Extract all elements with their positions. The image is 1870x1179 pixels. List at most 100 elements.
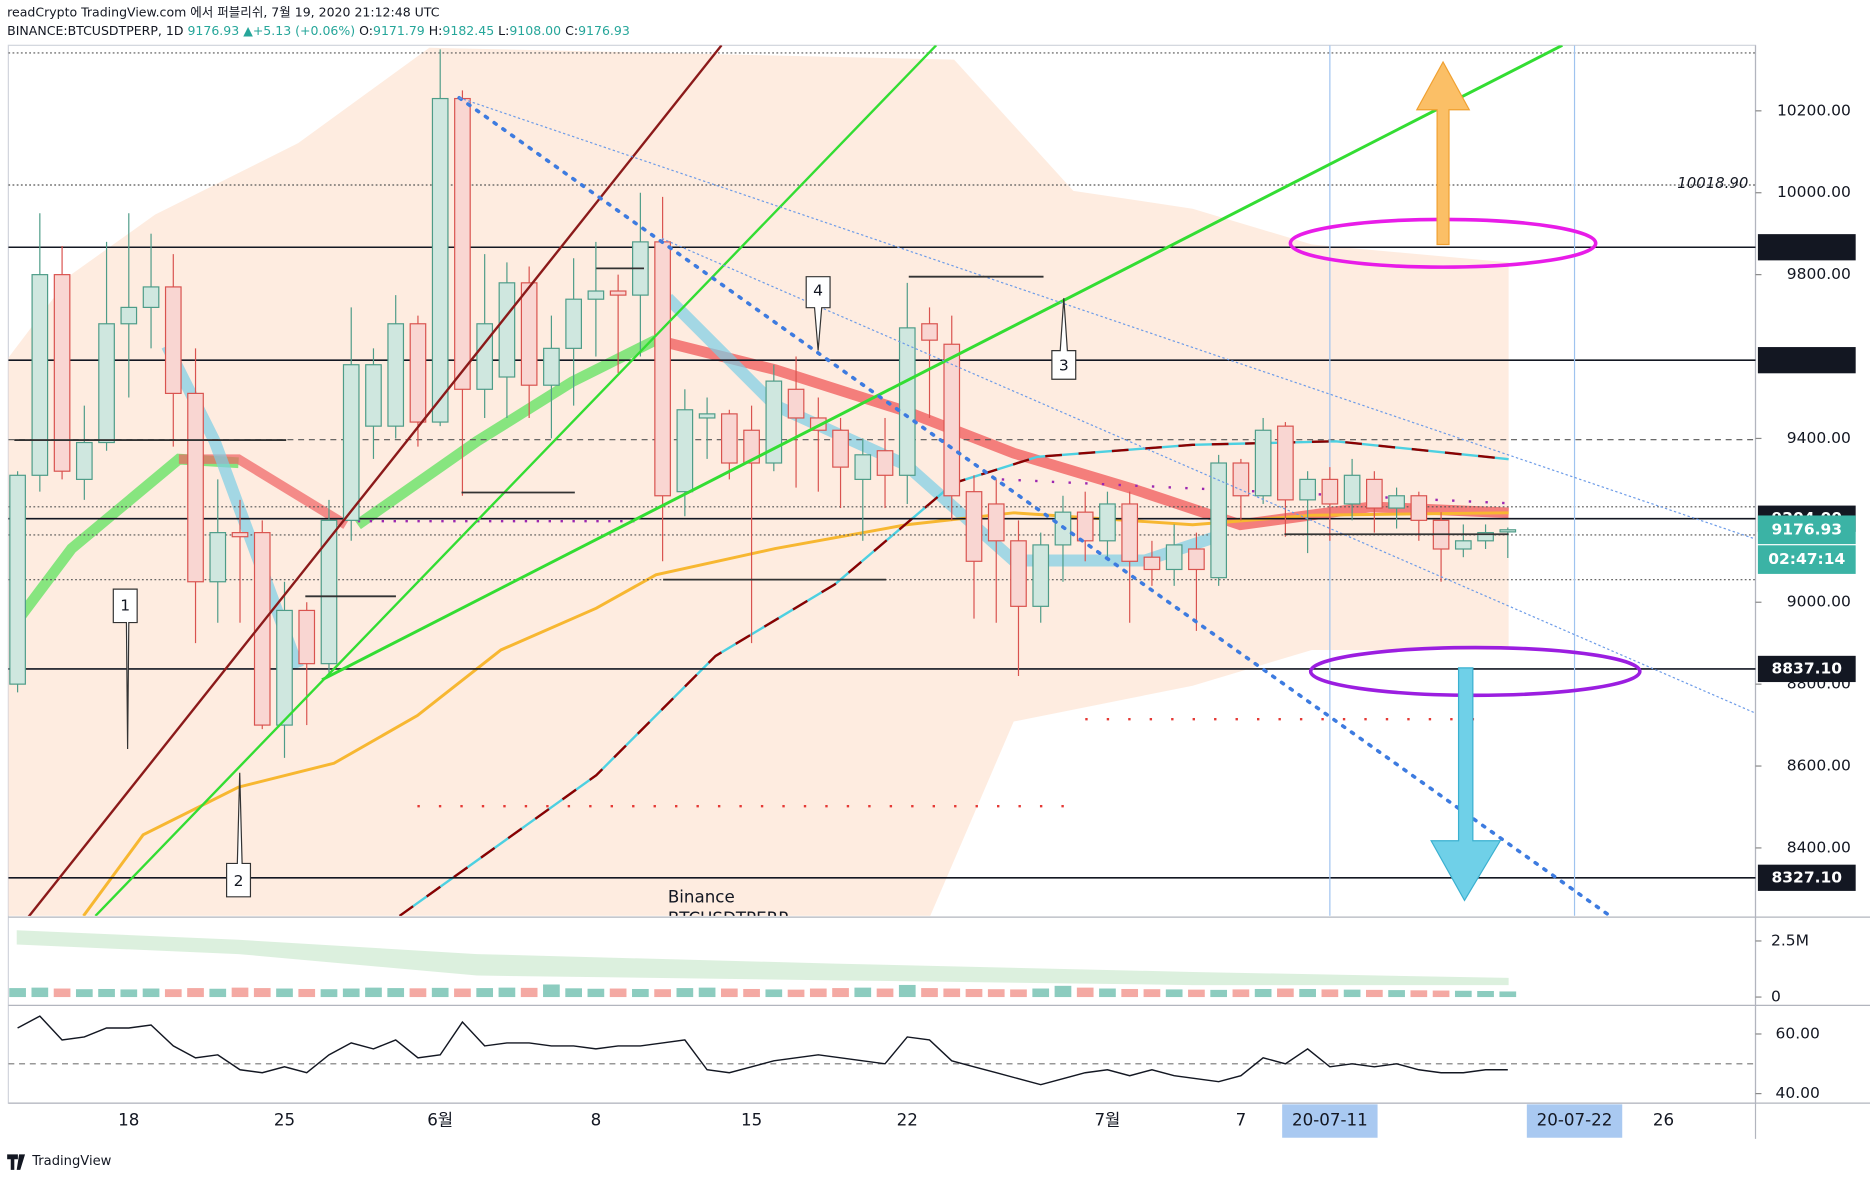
volume-bar xyxy=(1254,988,1272,998)
candle-body xyxy=(1454,540,1472,550)
highlight-ellipse xyxy=(1308,645,1642,698)
candle-body xyxy=(409,323,427,423)
band xyxy=(663,293,1219,567)
candle-body xyxy=(31,274,49,476)
volume-bar xyxy=(832,988,849,998)
x-tick-label: 26 xyxy=(1653,1111,1674,1130)
volume-bar xyxy=(1343,989,1361,998)
candle-body xyxy=(342,364,360,521)
volume-bar xyxy=(743,988,760,998)
candle-body xyxy=(431,97,449,423)
volume-bar xyxy=(53,988,71,998)
candle-body xyxy=(543,347,560,386)
volume-bar xyxy=(1366,989,1383,998)
volume xyxy=(9,984,1517,998)
last: 9176.93 xyxy=(187,23,239,38)
candle-body xyxy=(1010,540,1027,607)
h-value: 9182.45 xyxy=(442,23,494,38)
volume-bar xyxy=(298,988,316,998)
candle-body xyxy=(1232,462,1250,497)
candle-body xyxy=(142,286,160,308)
y-tick-label: 0 xyxy=(1771,988,1781,1006)
candle-body xyxy=(1321,478,1339,505)
header-line1: readCrypto TradingView.com 에서 퍼블리쉬, 7월 1… xyxy=(7,5,440,20)
volume-bar xyxy=(342,988,360,998)
volume-bar xyxy=(1232,989,1250,998)
volume-bar xyxy=(565,988,582,998)
candle-body xyxy=(187,392,204,583)
footer: TradingView xyxy=(7,1154,112,1170)
volume-bar xyxy=(9,988,26,998)
volume-bar xyxy=(965,988,983,998)
x-tick-label: 20-07-11 xyxy=(1292,1111,1368,1130)
volume-bar xyxy=(632,988,649,998)
candle-body xyxy=(943,343,961,497)
volume-bar xyxy=(698,987,716,998)
candle-body xyxy=(53,274,71,472)
candle-body xyxy=(476,323,494,390)
volume-bar xyxy=(387,988,405,998)
x-tick-label: 15 xyxy=(741,1111,762,1130)
level-box xyxy=(1757,234,1856,261)
change: ▲+5.13 (+0.06%) xyxy=(243,23,355,38)
volume-bar xyxy=(1076,987,1094,998)
candle-body xyxy=(965,491,983,562)
candle-body xyxy=(765,380,783,464)
callout-label: 3 xyxy=(1059,357,1069,375)
l-label: L: xyxy=(498,23,509,38)
volume-bar xyxy=(409,988,427,998)
y-tick-label: 8400.00 xyxy=(1787,838,1851,856)
candle-body xyxy=(1210,462,1228,579)
candle-body xyxy=(609,290,627,296)
volume-bar xyxy=(787,989,805,998)
dots xyxy=(1001,478,1509,505)
candle-body xyxy=(1388,495,1405,509)
x-tick-label: 20-07-22 xyxy=(1537,1111,1613,1130)
candle-body xyxy=(320,519,338,665)
watermark: Binance xyxy=(668,888,735,907)
o-label: O: xyxy=(359,23,373,38)
y-tick-label: 9000.00 xyxy=(1787,593,1851,611)
candle-body xyxy=(1165,544,1183,571)
trendline xyxy=(321,45,1563,682)
candle-body xyxy=(854,454,872,480)
level-box xyxy=(1757,655,1856,683)
candle-body xyxy=(1188,548,1205,571)
level-box xyxy=(1757,347,1856,374)
volume-bar xyxy=(164,989,182,998)
date-axis: 18 25 6월 8 15 22 7월 7 20-07-11 20-07-22 26 xyxy=(118,1104,1674,1138)
x-tick-label: 22 xyxy=(897,1111,918,1130)
oscillator-line xyxy=(17,1015,1508,1086)
volume-bar xyxy=(676,988,694,998)
lower-panes xyxy=(8,930,1756,1086)
volume-bar xyxy=(1477,990,1494,998)
candle-body xyxy=(253,532,271,726)
y-tick-label: 9400.00 xyxy=(1787,429,1851,447)
candle-body xyxy=(1499,529,1517,533)
trendline xyxy=(27,45,723,916)
h-label: H: xyxy=(429,23,443,38)
x-tick-label: 7 xyxy=(1236,1111,1247,1130)
volume-bar xyxy=(1121,988,1139,998)
y-tick-label: 10000.00 xyxy=(1777,183,1851,201)
volume-bar xyxy=(1388,990,1405,998)
oscillator xyxy=(8,1015,1756,1086)
volume-bar xyxy=(75,989,93,998)
candle-body xyxy=(1143,556,1161,571)
countdown-box xyxy=(1757,545,1856,574)
candle-body xyxy=(1277,425,1294,501)
volume-bar xyxy=(587,988,605,998)
x-tick-label: 6월 xyxy=(427,1111,453,1130)
volume-bar xyxy=(854,987,872,998)
c-value: 9176.93 xyxy=(578,23,630,38)
ema xyxy=(82,511,1509,916)
callout xyxy=(226,772,252,898)
candle-body xyxy=(987,503,1005,542)
candle-body xyxy=(1299,478,1316,501)
volume-bar xyxy=(543,984,560,998)
volume-bar xyxy=(231,987,249,998)
footer-text: TradingView xyxy=(31,1154,111,1169)
volume-bar xyxy=(1277,988,1294,998)
